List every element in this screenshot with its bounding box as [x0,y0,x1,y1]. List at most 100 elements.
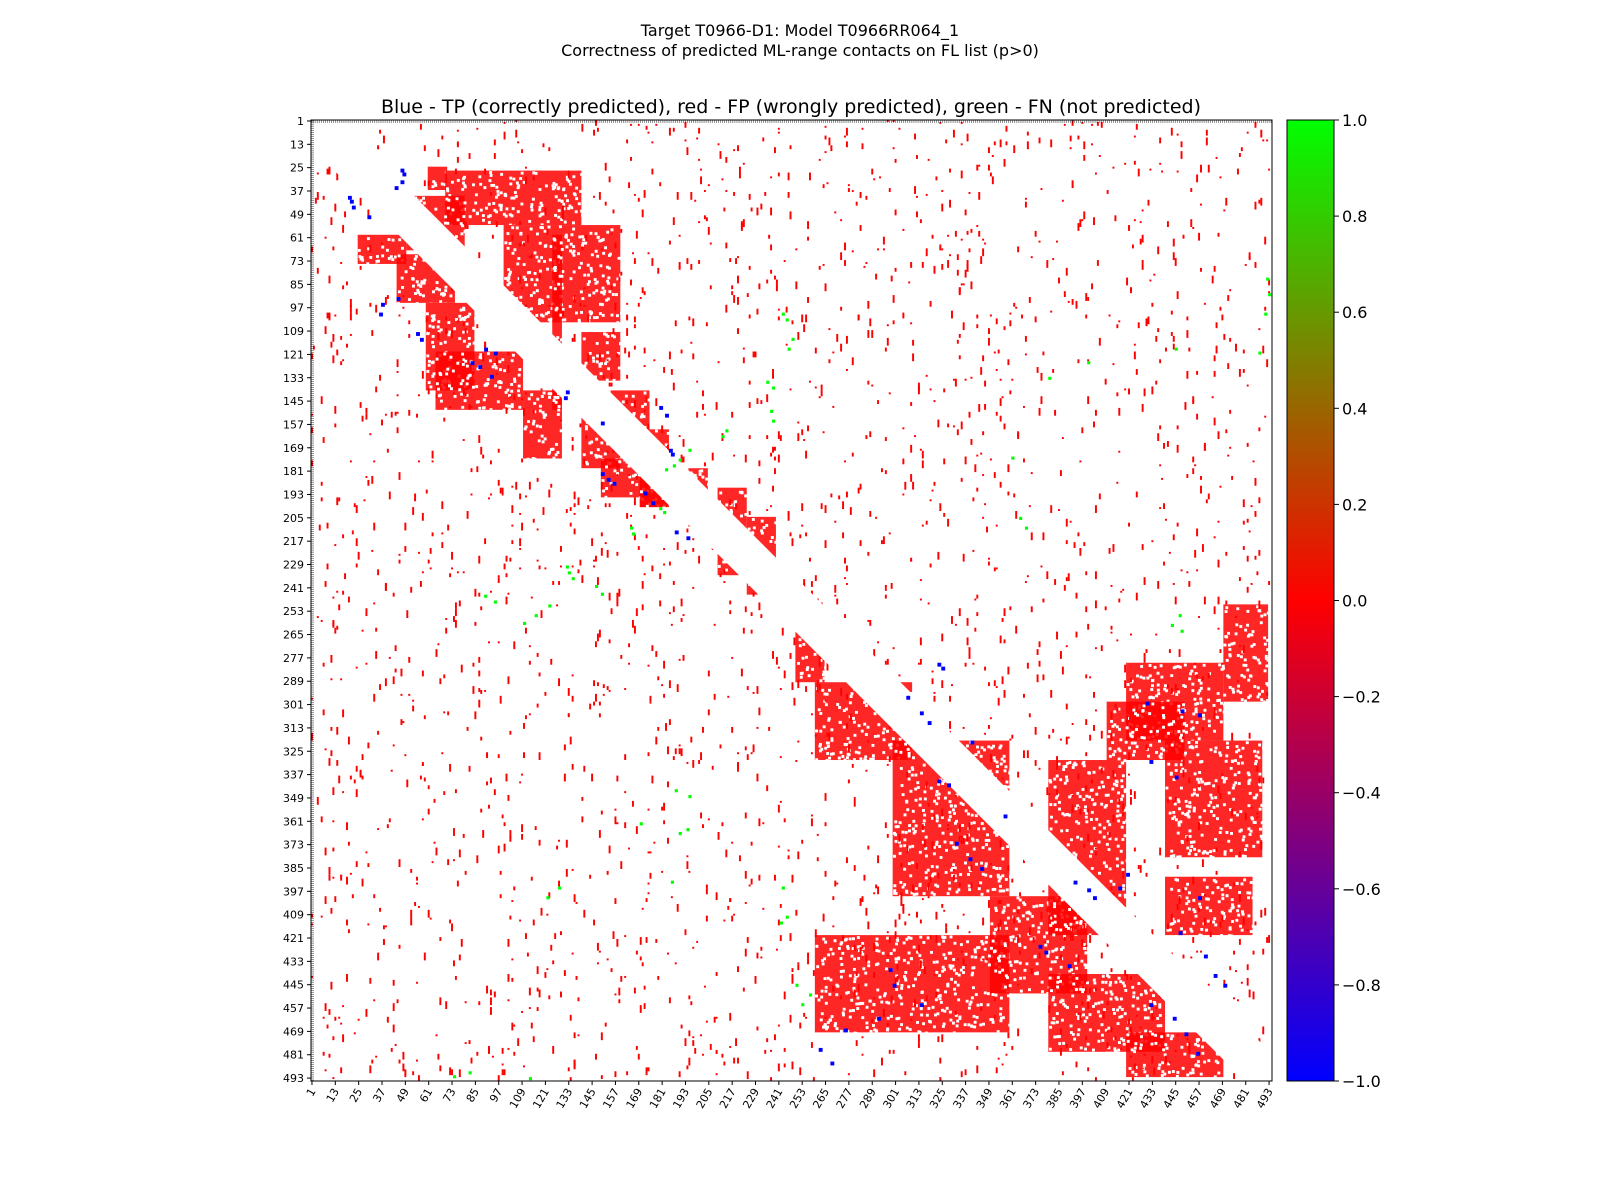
fp-hole [394,255,397,259]
fp-cell [1182,769,1185,778]
fp-cell [865,907,868,916]
fp-cell [567,688,570,696]
fp-cell [682,456,685,463]
fp-cell [966,133,969,142]
fp-hole [966,940,970,944]
fp-cell [338,1016,341,1019]
fp-hole [1221,893,1225,897]
fp-cell [668,680,671,689]
fp-hole [1062,765,1066,769]
fp-hole [1205,885,1209,889]
fp-hole [956,1019,960,1023]
fp-hole [991,888,995,891]
fp-hole [437,320,441,324]
fp-hole [834,1022,838,1026]
fp-hole [947,818,951,822]
fp-hole [641,404,645,408]
fp-cell [670,896,673,899]
fp-hole [955,972,959,975]
fp-cell [882,248,885,251]
fp-hole [1166,928,1170,932]
fp-cell [1093,725,1095,731]
fp-cell [528,660,531,665]
fp-cell [486,754,489,757]
fp-cell [777,1024,780,1027]
fp-cell [497,575,500,578]
fp-cell [1221,773,1224,776]
fp-cell [674,962,677,965]
fp-cell [729,600,732,605]
fp-hole [1167,762,1171,766]
fp-hole [1244,848,1247,852]
fp-hole [605,378,609,382]
fp-hole [602,251,606,255]
fp-hole [585,462,589,466]
fp-hole [1106,819,1110,823]
fp-hole [504,276,508,280]
fp-hole [931,816,934,820]
fp-cell [488,1047,490,1054]
fp-cell [1100,121,1103,128]
fp-hole [632,412,636,415]
fp-hole [1209,793,1213,797]
fp-hole [1235,745,1239,748]
fp-cell [1266,691,1269,696]
fp-cell [1065,645,1068,648]
fp-hole [1120,861,1124,865]
fp-hole [1104,793,1108,797]
fp-hole [1100,988,1104,992]
fp-hole [557,198,561,202]
fp-hole [939,1000,943,1004]
fp-cell [427,388,430,395]
fp-cell [945,923,948,928]
fp-cell [702,1053,704,1056]
fp-cell [791,968,794,973]
fp-hole [438,288,441,292]
fp-cell [560,419,562,422]
fp-cell [933,974,936,976]
fp-hole [629,491,633,495]
fp-cell [567,170,570,179]
fp-cell [916,211,918,218]
fp-cell [478,1001,481,1006]
fp-hole [1079,987,1082,991]
fp-cell [824,135,827,140]
fp-hole [970,996,974,1000]
fp-cell [1015,511,1018,519]
fp-hole [916,1020,919,1024]
fp-hole [631,474,635,478]
fp-cell [1126,715,1129,724]
fp-cell [974,598,977,601]
fp-cell [1268,291,1271,294]
fp-cell [1124,970,1127,976]
fp-cell [877,855,880,864]
fp-hole [1187,907,1191,911]
fp-cell [968,822,971,831]
fp-hole [568,304,572,308]
fp-cell [657,726,660,731]
fp-cell [521,1010,524,1013]
fp-hole [1252,844,1256,848]
fp-hole [1120,825,1124,829]
fp-hole [489,408,493,412]
fp-hole [1214,779,1218,783]
fp-hole [854,710,858,714]
fp-hole [1231,920,1235,923]
fp-hole [517,184,521,188]
fp-hole [577,252,580,256]
fp-cell [573,1063,576,1070]
fp-hole [1170,674,1174,678]
fp-cell [1159,847,1162,856]
fp-hole [1257,756,1261,760]
fp-cell [511,900,514,903]
fp-hole [595,455,599,459]
fp-hole [570,206,574,210]
fp-cell [939,1057,942,1064]
fp-cell [396,370,399,373]
fp-hole [1053,1035,1057,1039]
fp-hole [901,885,905,889]
fp-cell [941,263,944,270]
fp-hole [510,389,514,393]
fp-hole [908,1028,912,1031]
fp-hole [955,819,958,823]
